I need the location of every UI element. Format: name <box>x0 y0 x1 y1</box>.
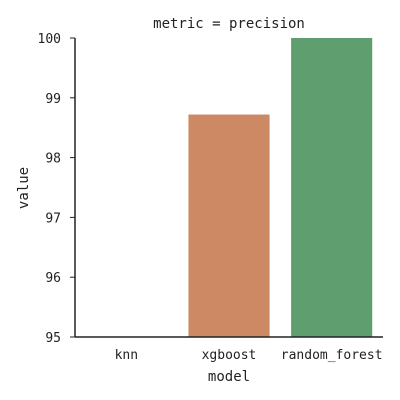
y-tick-label: 97 <box>45 211 61 226</box>
bar-random-forest <box>291 38 373 337</box>
y-tick-label: 100 <box>38 32 61 47</box>
y-tick-label: 96 <box>45 271 61 286</box>
y-tick-label: 99 <box>45 92 61 107</box>
y-tick-label: 98 <box>45 152 61 167</box>
y-ticks: 95 96 97 98 99 100 <box>38 32 75 346</box>
bars <box>188 38 373 337</box>
bar-xgboost <box>188 114 270 337</box>
x-tick-label: random_forest <box>281 348 383 363</box>
y-tick-label: 95 <box>45 331 61 346</box>
chart-title: metric = precision <box>153 16 305 32</box>
y-axis-label: value <box>16 167 32 209</box>
x-tick-label: xgboost <box>202 348 257 363</box>
x-ticks: knn xgboost random_forest <box>115 348 383 363</box>
x-tick-label: knn <box>115 348 138 363</box>
x-axis-label: model <box>208 369 250 385</box>
